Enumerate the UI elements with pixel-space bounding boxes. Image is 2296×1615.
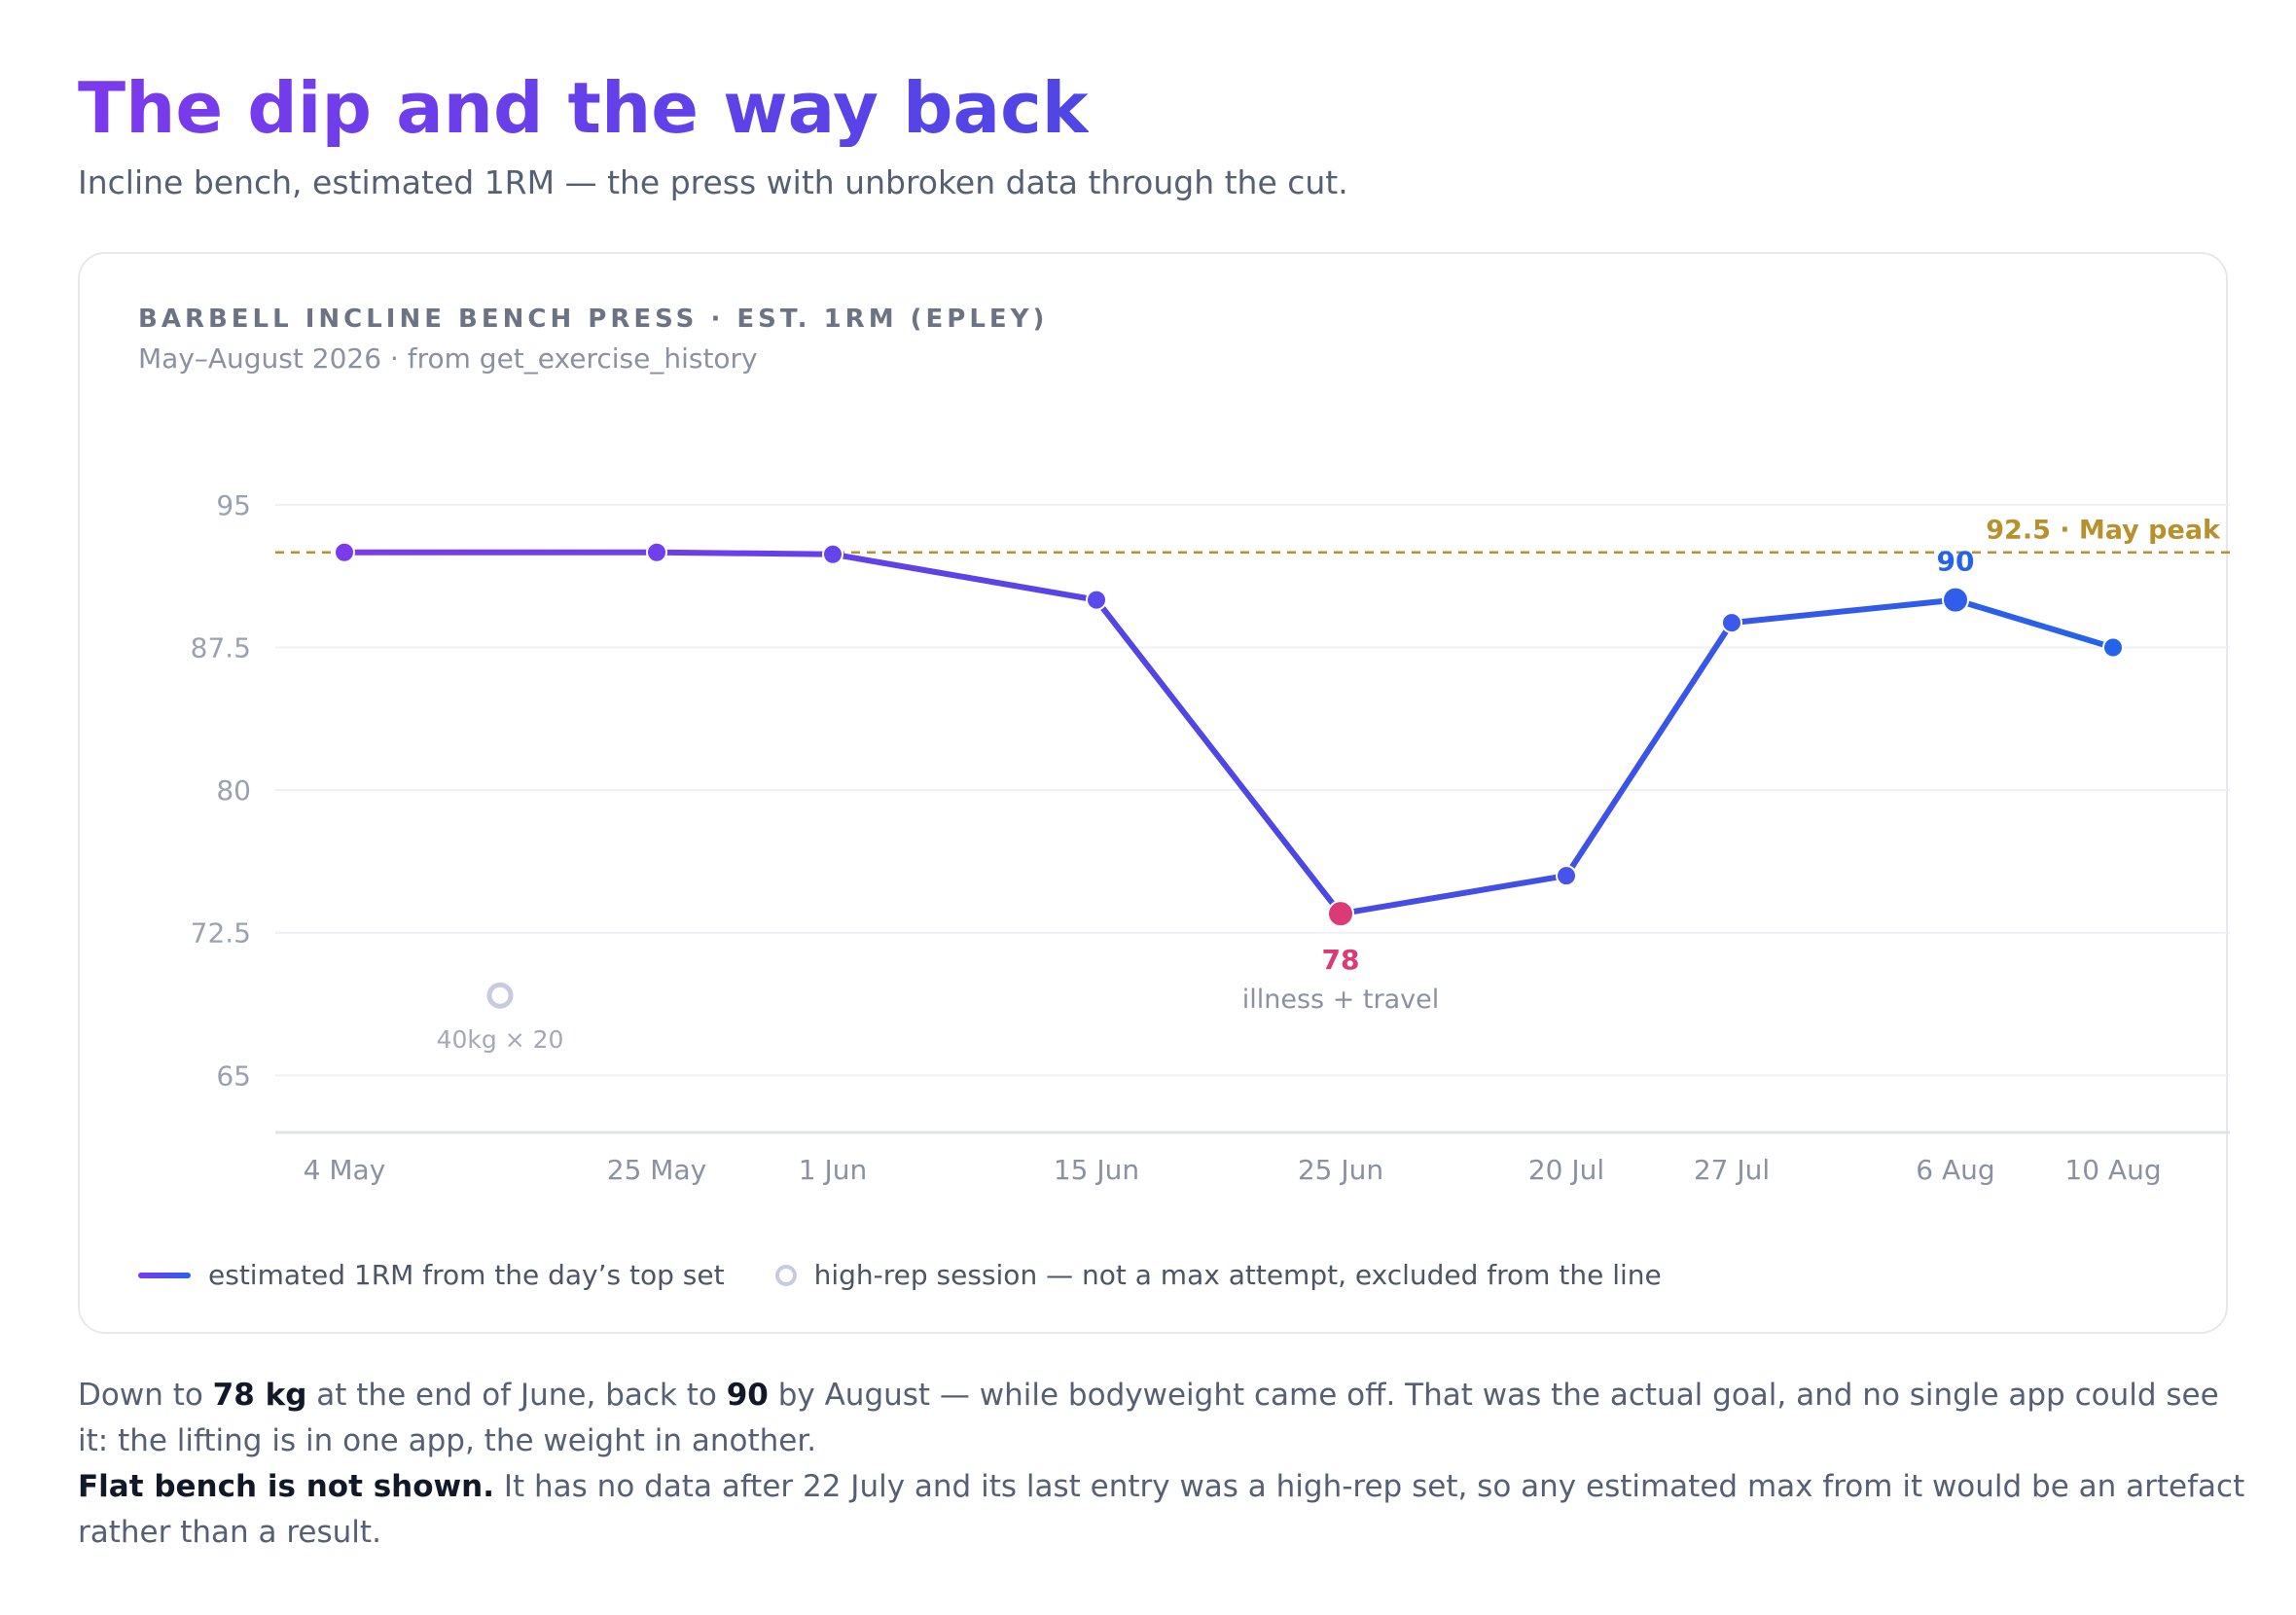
footer-text: Down to (78, 1378, 213, 1413)
data-point (2102, 636, 2124, 659)
x-axis-ticks: 4 May 25 May 1 Jun 15 Jun 25 Jun 20 Jul 27 Jul… (304, 1154, 2162, 1186)
dip-value-label: 78 (1322, 944, 1360, 976)
footer-paragraph-1: Down to 78 kg at the end of June, back t… (78, 1373, 2247, 1464)
data-point (646, 541, 667, 563)
data-point (334, 541, 355, 563)
data-point (1327, 900, 1354, 928)
legend-ring-label: high-rep session — not a max attempt, ex… (813, 1259, 1662, 1291)
chart-kicker: Barbell incline bench press · est. 1RM (… (138, 305, 1049, 334)
y-tick-label: 72.5 (191, 917, 251, 950)
legend-ring-swatch (774, 1264, 797, 1286)
excluded-point-label: 40kg × 20 (437, 1025, 564, 1054)
chart-legend: estimated 1RM from the day’s top set hig… (138, 1259, 1662, 1291)
y-tick-label: 87.5 (191, 631, 251, 664)
excluded-point (486, 982, 514, 1009)
x-tick-label: 25 Jun (1298, 1154, 1383, 1186)
footer-text: at the end of June, back to (306, 1378, 727, 1413)
may-peak-label: 92.5 · May peak (1986, 516, 2221, 546)
x-tick-label: 10 Aug (2064, 1154, 2161, 1186)
data-point (1942, 586, 1969, 614)
footer-text: It has no data after 22 July and its las… (78, 1469, 2245, 1550)
data-points (334, 541, 2124, 928)
y-tick-label: 80 (216, 774, 251, 807)
y-axis-ticks: 95 87.5 80 72.5 65 (191, 489, 251, 1092)
footer-paragraph-2: Flat bench is not shown. It has no data … (78, 1464, 2247, 1556)
x-tick-label: 25 May (607, 1154, 706, 1186)
page-subtitle: Incline bench, estimated 1RM — the press… (78, 163, 1348, 201)
dip-note-label: illness + travel (1242, 985, 1439, 1015)
data-point (822, 543, 843, 565)
footer-bold: 78 kg (212, 1378, 307, 1413)
x-tick-label: 6 Aug (1916, 1154, 1994, 1186)
annotations: 78 illness + travel 90 (1242, 546, 1975, 1016)
legend-line-label: estimated 1RM from the day’s top set (208, 1259, 725, 1291)
y-tick-label: 65 (216, 1059, 251, 1092)
chart-source: May–August 2026 · from get_exercise_hist… (138, 342, 758, 375)
x-tick-label: 27 Jul (1694, 1154, 1770, 1186)
legend-line-swatch (138, 1272, 191, 1278)
x-tick-label: 15 Jun (1054, 1154, 1139, 1186)
data-point (1086, 589, 1107, 611)
page-title: The dip and the way back (78, 67, 1089, 149)
x-tick-label: 1 Jun (799, 1154, 867, 1186)
data-point (1721, 612, 1742, 634)
chart-card (78, 252, 2228, 1334)
grid-lines (275, 503, 2230, 1077)
y-tick-label: 95 (216, 489, 251, 521)
x-tick-label: 20 Jul (1528, 1154, 1604, 1186)
recovery-value-label: 90 (1937, 546, 1975, 578)
footer-bold: Flat bench is not shown. (78, 1469, 495, 1504)
excluded-points: 40kg × 20 (437, 982, 564, 1054)
data-point (1556, 865, 1577, 887)
series-line (341, 549, 2116, 917)
footer-notes: Down to 78 kg at the end of June, back t… (78, 1373, 2247, 1556)
footer-text: by August — while bodyweight came off. T… (78, 1378, 2219, 1458)
footer-bold: 90 (726, 1378, 769, 1413)
x-tick-label: 4 May (304, 1154, 386, 1186)
